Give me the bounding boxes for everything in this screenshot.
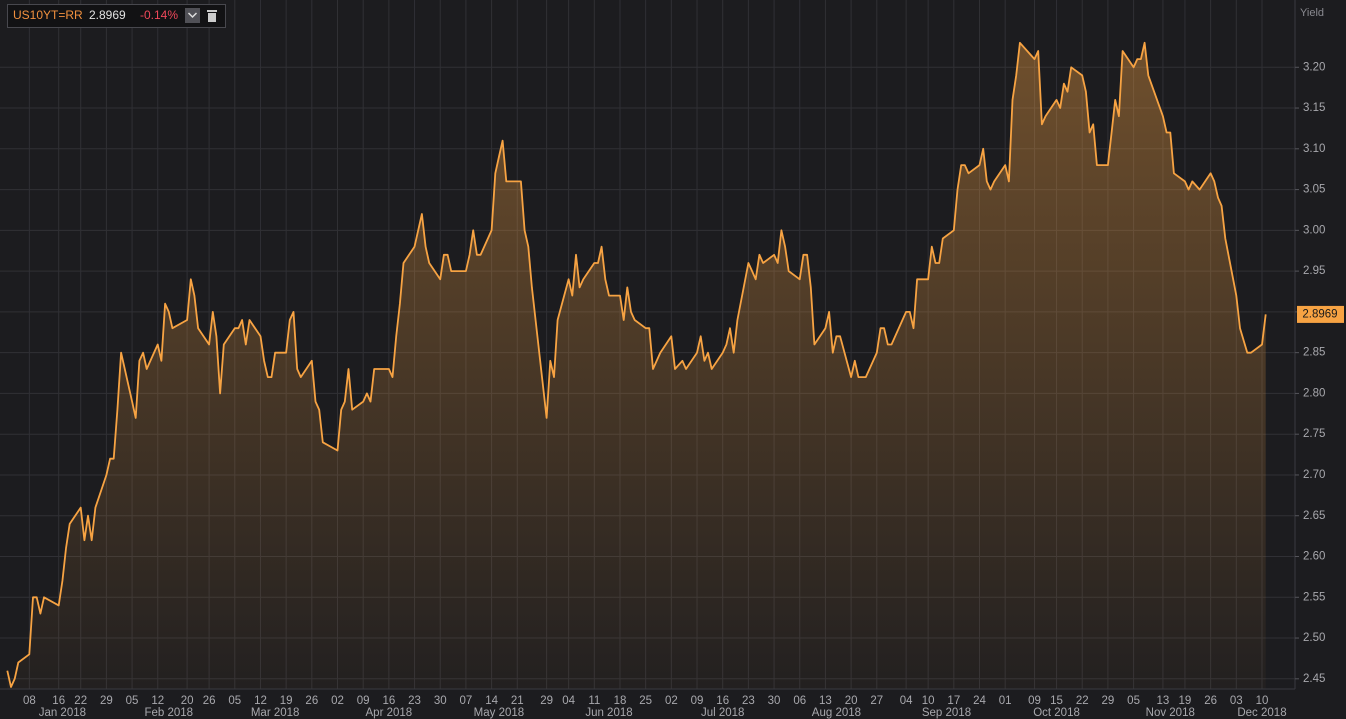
x-tick-label: 10 bbox=[1256, 695, 1269, 707]
x-tick-label: 10 bbox=[922, 695, 935, 707]
x-tick-label: 19 bbox=[1179, 695, 1192, 707]
x-tick-label: 18 bbox=[614, 695, 627, 707]
y-tick-label: 2.85 bbox=[1303, 347, 1325, 359]
x-tick-label: 22 bbox=[74, 695, 87, 707]
x-tick-label: 12 bbox=[151, 695, 164, 707]
x-tick-label: 05 bbox=[126, 695, 139, 707]
trash-body bbox=[208, 13, 216, 22]
x-tick-label: 03 bbox=[1230, 695, 1243, 707]
month-label: Apr 2018 bbox=[366, 707, 413, 719]
x-tick-label: 29 bbox=[100, 695, 113, 707]
x-tick-label: 02 bbox=[665, 695, 678, 707]
month-label: Jan 2018 bbox=[39, 707, 86, 719]
month-label: May 2018 bbox=[474, 707, 525, 719]
month-label: Jun 2018 bbox=[585, 707, 632, 719]
instrument-header: US10YT=RR 2.8969 -0.14% bbox=[7, 4, 226, 28]
month-label: Jul 2018 bbox=[701, 707, 744, 719]
y-tick-label: 3.10 bbox=[1303, 143, 1325, 155]
month-label: Aug 2018 bbox=[812, 707, 861, 719]
x-tick-label: 14 bbox=[485, 695, 498, 707]
delete-button[interactable] bbox=[207, 10, 217, 22]
trash-lid bbox=[207, 10, 217, 12]
x-tick-label: 21 bbox=[511, 695, 524, 707]
x-tick-label: 29 bbox=[540, 695, 553, 707]
y-tick-label: 2.70 bbox=[1303, 469, 1325, 481]
y-tick-label: 2.45 bbox=[1303, 673, 1325, 685]
x-tick-label: 09 bbox=[691, 695, 704, 707]
y-tick-label: 2.75 bbox=[1303, 428, 1325, 440]
x-tick-label: 01 bbox=[999, 695, 1012, 707]
x-tick-label: 07 bbox=[460, 695, 473, 707]
y-tick-label: 2.50 bbox=[1303, 632, 1325, 644]
dropdown-button[interactable] bbox=[185, 8, 200, 23]
axes: 2.452.502.552.602.652.702.752.802.852.90… bbox=[23, 61, 1325, 719]
x-tick-label: 22 bbox=[1076, 695, 1089, 707]
x-tick-label: 29 bbox=[1102, 695, 1115, 707]
y-tick-label: 3.20 bbox=[1303, 61, 1325, 73]
x-tick-label: 30 bbox=[434, 695, 447, 707]
x-tick-label: 27 bbox=[870, 695, 883, 707]
ric: US10YT=RR bbox=[13, 8, 83, 22]
x-tick-label: 30 bbox=[768, 695, 781, 707]
dropdown-icon bbox=[187, 12, 198, 19]
x-tick-label: 26 bbox=[1204, 695, 1217, 707]
yield-line bbox=[6, 41, 1267, 688]
x-tick-label: 17 bbox=[947, 695, 960, 707]
x-tick-label: 19 bbox=[280, 695, 293, 707]
y-tick-label: 2.95 bbox=[1303, 265, 1325, 277]
x-tick-label: 16 bbox=[52, 695, 65, 707]
month-label: Sep 2018 bbox=[922, 707, 971, 719]
x-tick-label: 04 bbox=[562, 695, 575, 707]
x-tick-label: 24 bbox=[973, 695, 986, 707]
month-label: Mar 2018 bbox=[251, 707, 300, 719]
area-fill bbox=[7, 42, 1266, 690]
x-tick-label: 04 bbox=[900, 695, 913, 707]
x-tick-label: 20 bbox=[845, 695, 858, 707]
x-tick-label: 06 bbox=[793, 695, 806, 707]
x-tick-label: 16 bbox=[382, 695, 395, 707]
x-tick-label: 16 bbox=[716, 695, 729, 707]
x-tick-label: 15 bbox=[1050, 695, 1063, 707]
plot bbox=[6, 41, 1267, 690]
month-label: Oct 2018 bbox=[1033, 707, 1080, 719]
last-price: 2.8969 bbox=[89, 8, 126, 22]
header-box bbox=[7, 4, 226, 28]
y-axis-label: Yield bbox=[1300, 7, 1324, 19]
x-tick-label: 09 bbox=[1028, 695, 1041, 707]
x-tick-label: 09 bbox=[357, 695, 370, 707]
last-value-badge: 2.8969 bbox=[1297, 305, 1344, 323]
x-tick-label: 26 bbox=[305, 695, 318, 707]
x-tick-label: 11 bbox=[588, 695, 600, 707]
last-value-label: 2.8969 bbox=[1302, 308, 1337, 320]
change: -0.14% bbox=[140, 8, 178, 22]
month-label: Nov 2018 bbox=[1146, 707, 1195, 719]
x-tick-label: 23 bbox=[742, 695, 755, 707]
x-tick-label: 02 bbox=[331, 695, 344, 707]
y-tick-label: 3.05 bbox=[1303, 184, 1325, 196]
y-tick-label: 2.55 bbox=[1303, 591, 1325, 603]
x-tick-label: 08 bbox=[23, 695, 36, 707]
y-tick-label: 2.60 bbox=[1303, 551, 1325, 563]
x-tick-label: 20 bbox=[181, 695, 194, 707]
y-tick-label: 2.65 bbox=[1303, 510, 1325, 522]
y-tick-label: 3.15 bbox=[1303, 102, 1325, 114]
x-tick-label: 25 bbox=[639, 695, 652, 707]
x-tick-label: 26 bbox=[203, 695, 216, 707]
month-label: Feb 2018 bbox=[144, 707, 193, 719]
x-tick-label: 05 bbox=[228, 695, 241, 707]
x-tick-label: 13 bbox=[819, 695, 832, 707]
y-tick-label: 2.80 bbox=[1303, 387, 1325, 399]
badge-box bbox=[1297, 305, 1344, 323]
x-tick-label: 13 bbox=[1157, 695, 1170, 707]
x-tick-label: 23 bbox=[408, 695, 421, 707]
month-label: Dec 2018 bbox=[1237, 707, 1286, 719]
x-tick-label: 12 bbox=[254, 695, 267, 707]
x-tick-label: 05 bbox=[1127, 695, 1140, 707]
y-tick-label: 3.00 bbox=[1303, 224, 1325, 236]
